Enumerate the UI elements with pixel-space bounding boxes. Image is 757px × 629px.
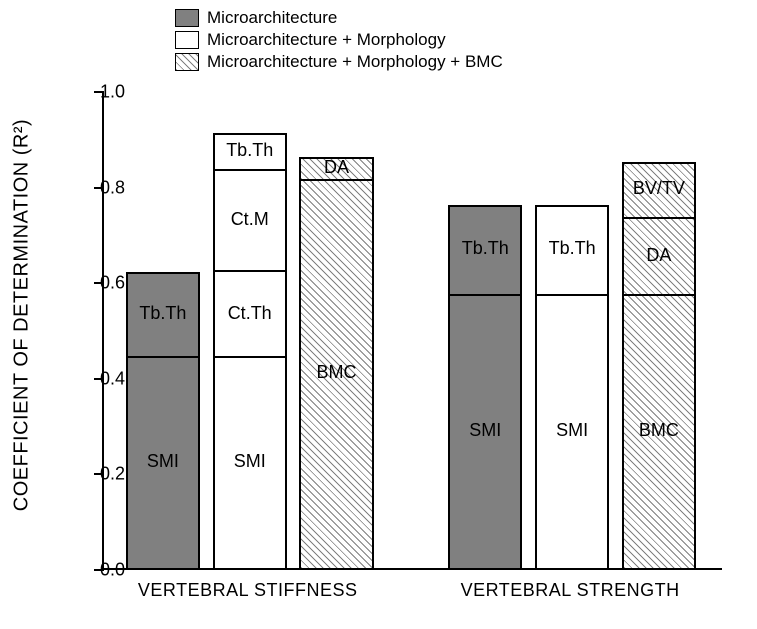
segment-label: Tb.Th xyxy=(450,238,520,259)
segment-divider xyxy=(301,179,371,181)
segment-divider xyxy=(215,169,285,171)
bar: SMI Tb.Th xyxy=(448,205,522,568)
y-tick-label: 1.0 xyxy=(100,82,125,103)
bar: SMI Ct.Th Ct.M Tb.Th xyxy=(213,133,287,568)
bar: BMC DA BV/TV xyxy=(622,162,696,568)
segment-label: Tb.Th xyxy=(537,238,607,259)
segment-label: Tb.Th xyxy=(128,303,198,324)
legend-label: Microarchitecture + Morphology xyxy=(207,30,446,50)
segment-divider xyxy=(537,294,607,296)
segment-divider xyxy=(624,294,694,296)
segment-label: DA xyxy=(624,245,694,266)
segment-label: SMI xyxy=(450,420,520,441)
y-axis-label: COEFFICIENT OF DETERMINATION (R²) xyxy=(11,118,34,510)
bar: SMI Tb.Th xyxy=(535,205,609,568)
y-tick-label: 0.6 xyxy=(100,273,125,294)
segment-label: SMI xyxy=(537,420,607,441)
segment-label: DA xyxy=(301,157,371,178)
segment-label: SMI xyxy=(128,451,198,472)
segment-divider xyxy=(215,270,285,272)
segment-label: BMC xyxy=(301,362,371,383)
legend-label: Microarchitecture xyxy=(207,8,337,28)
legend-swatch xyxy=(175,53,199,71)
legend-swatch xyxy=(175,31,199,49)
y-tick-label: 0.4 xyxy=(100,368,125,389)
y-tick-label: 0.0 xyxy=(100,560,125,581)
chart-container: MicroarchitectureMicroarchitecture + Mor… xyxy=(0,0,757,629)
bar: SMI Tb.Th xyxy=(126,272,200,568)
segment-label: Tb.Th xyxy=(215,140,285,161)
segment-label: BV/TV xyxy=(624,178,694,199)
segment-divider xyxy=(215,356,285,358)
legend: MicroarchitectureMicroarchitecture + Mor… xyxy=(175,8,503,74)
plot-area: SMITb.ThSMICt.ThCt.MTb.ThBMCDASMITb.ThSM… xyxy=(102,92,722,570)
legend-swatch xyxy=(175,9,199,27)
y-tick-label: 0.8 xyxy=(100,177,125,198)
segment-label: SMI xyxy=(215,451,285,472)
y-tick-label: 0.2 xyxy=(100,464,125,485)
group-label: VERTEBRAL STIFFNESS xyxy=(138,580,358,601)
segment-label: Ct.Th xyxy=(215,303,285,324)
legend-item: Microarchitecture + Morphology xyxy=(175,30,503,50)
legend-label: Microarchitecture + Morphology + BMC xyxy=(207,52,503,72)
segment-label: Ct.M xyxy=(215,209,285,230)
legend-item: Microarchitecture xyxy=(175,8,503,28)
segment-divider xyxy=(450,294,520,296)
segment-divider xyxy=(624,217,694,219)
bar: BMC DA xyxy=(299,157,373,568)
segment-label: BMC xyxy=(624,420,694,441)
segment-divider xyxy=(128,356,198,358)
legend-item: Microarchitecture + Morphology + BMC xyxy=(175,52,503,72)
group-label: VERTEBRAL STRENGTH xyxy=(461,580,680,601)
